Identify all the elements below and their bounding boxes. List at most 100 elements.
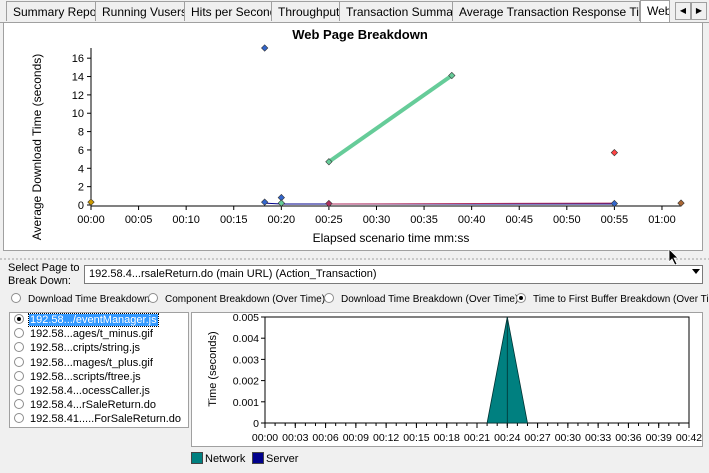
y-tick-label: 16 — [72, 53, 84, 65]
radio-icon[interactable] — [14, 413, 24, 424]
y-tick-label: 2 — [78, 182, 84, 194]
radio-icon[interactable] — [14, 314, 24, 325]
radio-download-time-breakdown[interactable]: Download Time Breakdown — [11, 293, 150, 307]
plot-area: 0 2 4 6 8 10 12 14 16 00:00 00:05 00:10 00:15 00:20 00… — [72, 44, 685, 226]
radio-download-time-over-time[interactable]: Download Time Breakdown (Over Time) — [324, 293, 518, 307]
radio-icon[interactable] — [11, 293, 21, 304]
list-item[interactable]: 192.58...mages/t_plus.gif — [10, 356, 188, 370]
y-tick-label: 0 — [253, 418, 259, 430]
legend-network: Network — [191, 452, 245, 466]
list-item[interactable]: 192.58.4...ocessCaller.js — [10, 384, 188, 398]
x-tick-label: 00:05 — [125, 214, 153, 226]
series-line — [328, 202, 615, 205]
data-point — [87, 198, 95, 206]
data-point — [448, 71, 456, 80]
list-item-label: 192.58...ages/t_minus.gif — [30, 328, 153, 341]
tab-3[interactable]: Throughput — [271, 1, 340, 21]
y-tick-label: 0.001 — [233, 397, 259, 409]
plot-area: 0 0.001 0.002 0.003 0.004 0.005 00:00 00:03 00:0… — [233, 312, 703, 444]
list-item[interactable]: 192.58...scripts/ftree.js — [10, 370, 188, 384]
radio-icon[interactable] — [14, 385, 24, 396]
x-tick-label: 00:45 — [505, 214, 533, 226]
x-tick-label: 00:03 — [282, 432, 308, 444]
x-tick-label: 00:42 — [676, 432, 702, 444]
first-buffer-breakdown-chart: Time (seconds) 0 0.001 0.002 0.003 0.004 0.00… — [207, 312, 703, 444]
data-point — [325, 158, 333, 166]
radio-icon[interactable] — [148, 293, 158, 304]
y-tick-label: 0.004 — [233, 333, 259, 345]
x-tick-label: 00:27 — [524, 432, 550, 444]
select-page-label: Select Page to Break Down: — [8, 262, 80, 287]
list-item-label: 192.58.4...rSaleReturn.do — [30, 399, 156, 412]
x-tick-label: 00:35 — [410, 214, 438, 226]
list-item[interactable]: 192.58...cripts/string.js — [10, 341, 188, 355]
tab-2[interactable]: Hits per Second — [184, 1, 272, 21]
x-tick-label: 00:24 — [494, 432, 520, 444]
tab-1[interactable]: Running Vusers — [95, 1, 185, 21]
x-tick-label: 00:55 — [601, 214, 629, 226]
x-tick-label: 00:30 — [555, 432, 581, 444]
radio-icon[interactable] — [324, 293, 334, 304]
page-breakdown-select[interactable]: 192.58.4...rsaleReturn.do (main URL) (Ac… — [84, 265, 703, 284]
chevron-down-icon[interactable] — [692, 269, 700, 274]
x-tick-label: 00:15 — [220, 214, 248, 226]
list-item[interactable]: 192.58.41.....ForSaleReturn.do — [10, 412, 188, 426]
radio-time-to-first-buffer[interactable]: Time to First Buffer Breakdown (Over Tim — [516, 293, 709, 307]
x-tick-label: 00:00 — [252, 432, 278, 444]
data-point — [261, 198, 269, 206]
radio-icon[interactable] — [516, 293, 526, 304]
radio-icon[interactable] — [14, 399, 24, 410]
list-item-label: 192.58...mages/t_plus.gif — [30, 356, 153, 369]
radio-label: Time to First Buffer Breakdown (Over Tim — [533, 294, 709, 305]
tab-0[interactable]: Summary Report — [6, 1, 96, 21]
y-tick-label: 8 — [78, 127, 84, 139]
x-tick-label: 01:00 — [648, 214, 676, 226]
list-item-label: 192.58.../eventManager.js — [28, 313, 159, 327]
data-point — [325, 199, 333, 208]
data-point — [261, 44, 269, 52]
y-axis-label: Time (seconds) — [207, 331, 219, 406]
data-point — [610, 199, 619, 208]
report-tab-strip: Summary Report Running Vusers Hits per Sec… — [0, 0, 709, 23]
legend-label: Network — [205, 453, 246, 465]
x-tick-label: 00:15 — [403, 432, 429, 444]
x-tick-label: 00:10 — [172, 214, 200, 226]
radio-icon[interactable] — [14, 370, 24, 381]
radio-label: Component Breakdown (Over Time) — [165, 294, 326, 305]
y-tick-label: 12 — [72, 90, 84, 102]
component-list[interactable]: 192.58.../eventManager.js 192.58...ages/t… — [9, 312, 189, 428]
web-page-breakdown-chart: Web Page Breakdown Average Download Time… — [30, 27, 685, 245]
radio-icon[interactable] — [14, 356, 24, 367]
x-tick-label: 00:21 — [464, 432, 490, 444]
legend-label: Server — [266, 453, 299, 465]
x-tick-label: 00:18 — [434, 432, 460, 444]
x-tick-label: 00:39 — [646, 432, 672, 444]
list-item[interactable]: 192.58.4...rSaleReturn.do — [10, 398, 188, 412]
data-point — [277, 199, 285, 207]
radio-component-breakdown[interactable]: Component Breakdown (Over Time) — [148, 293, 325, 307]
x-tick-label: 00:09 — [343, 432, 369, 444]
x-axis-label: Elapsed scenario time mm:ss — [313, 231, 470, 245]
x-tick-label: 00:40 — [458, 214, 486, 226]
mouse-cursor-icon — [668, 248, 679, 266]
list-item[interactable]: 192.58...ages/t_minus.gif — [10, 327, 188, 341]
x-tick-label: 00:20 — [268, 214, 296, 226]
tab-4[interactable]: Transaction Summary — [339, 1, 453, 21]
data-point — [677, 199, 685, 207]
list-item[interactable]: 192.58.../eventManager.js — [10, 313, 188, 327]
panel-splitter[interactable] — [0, 253, 709, 260]
legend-swatch — [252, 452, 264, 465]
series-line — [327, 73, 453, 164]
list-item-label: 192.58...cripts/string.js — [30, 342, 141, 355]
x-tick-label: 00:12 — [373, 432, 399, 444]
tab-6[interactable]: Web P — [640, 0, 670, 23]
tab-scroll-left-icon[interactable]: ◀ — [675, 2, 691, 20]
x-tick-label: 00:06 — [312, 432, 338, 444]
radio-icon[interactable] — [14, 342, 24, 353]
x-tick-label: 00:00 — [77, 214, 105, 226]
list-item-label: 192.58.4...ocessCaller.js — [30, 384, 150, 397]
radio-icon[interactable] — [14, 328, 24, 339]
legend-server: Server — [252, 452, 298, 466]
tab-5[interactable]: Average Transaction Response Time — [452, 1, 640, 21]
tab-scroll-right-icon[interactable]: ▶ — [691, 2, 707, 20]
